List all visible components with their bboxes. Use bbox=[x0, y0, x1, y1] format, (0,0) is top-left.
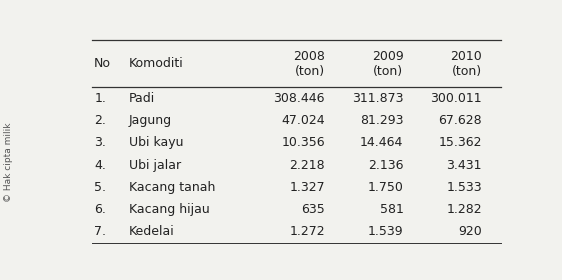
Text: 10.356: 10.356 bbox=[282, 136, 325, 150]
Text: Kedelai: Kedelai bbox=[129, 225, 175, 238]
Text: 47.024: 47.024 bbox=[282, 114, 325, 127]
Text: Kacang hijau: Kacang hijau bbox=[129, 203, 210, 216]
Text: 81.293: 81.293 bbox=[360, 114, 404, 127]
Text: Ubi jalar: Ubi jalar bbox=[129, 158, 181, 172]
Text: 1.272: 1.272 bbox=[289, 225, 325, 238]
Text: 15.362: 15.362 bbox=[438, 136, 482, 150]
Text: 1.539: 1.539 bbox=[368, 225, 404, 238]
Text: 1.282: 1.282 bbox=[446, 203, 482, 216]
Text: No: No bbox=[94, 57, 111, 70]
Text: 1.327: 1.327 bbox=[289, 181, 325, 194]
Text: 920: 920 bbox=[458, 225, 482, 238]
Text: 5.: 5. bbox=[94, 181, 106, 194]
Text: 2010
(ton): 2010 (ton) bbox=[450, 50, 482, 78]
Text: 581: 581 bbox=[379, 203, 404, 216]
Text: 308.446: 308.446 bbox=[274, 92, 325, 105]
Text: Komoditi: Komoditi bbox=[129, 57, 184, 70]
Text: 3.: 3. bbox=[94, 136, 106, 150]
Text: 635: 635 bbox=[301, 203, 325, 216]
Text: Kacang tanah: Kacang tanah bbox=[129, 181, 215, 194]
Text: 7.: 7. bbox=[94, 225, 106, 238]
Text: 14.464: 14.464 bbox=[360, 136, 404, 150]
Text: Padi: Padi bbox=[129, 92, 155, 105]
Text: 2.: 2. bbox=[94, 114, 106, 127]
Text: Ubi kayu: Ubi kayu bbox=[129, 136, 184, 150]
Text: 2.218: 2.218 bbox=[289, 158, 325, 172]
Text: © Hak cipta milik: © Hak cipta milik bbox=[4, 123, 13, 202]
Text: 2009
(ton): 2009 (ton) bbox=[371, 50, 404, 78]
Text: 1.533: 1.533 bbox=[446, 181, 482, 194]
Text: 1.: 1. bbox=[94, 92, 106, 105]
Text: 4.: 4. bbox=[94, 158, 106, 172]
Text: 300.011: 300.011 bbox=[430, 92, 482, 105]
Text: 311.873: 311.873 bbox=[352, 92, 404, 105]
Text: 1.750: 1.750 bbox=[368, 181, 404, 194]
Text: 67.628: 67.628 bbox=[438, 114, 482, 127]
Text: 6.: 6. bbox=[94, 203, 106, 216]
Text: 2008
(ton): 2008 (ton) bbox=[293, 50, 325, 78]
Text: 3.431: 3.431 bbox=[446, 158, 482, 172]
Text: 2.136: 2.136 bbox=[368, 158, 404, 172]
Text: Jagung: Jagung bbox=[129, 114, 172, 127]
